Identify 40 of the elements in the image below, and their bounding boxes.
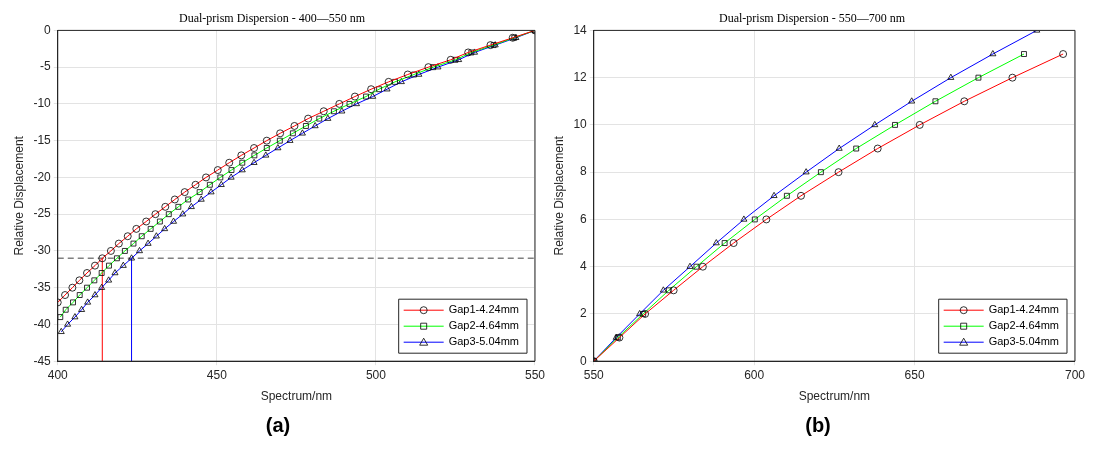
y-tick-label: -5	[40, 59, 52, 74]
x-tick-label: 400	[47, 367, 69, 382]
y-axis-title: Relative Displacement	[11, 135, 26, 256]
text: (b)	[805, 414, 831, 437]
legend-label: Gap1-4.24mm	[988, 303, 1059, 316]
legend-label: Gap3-5.04mm	[448, 335, 519, 348]
y-tick-label: -30	[33, 243, 52, 258]
text: (a)	[265, 414, 291, 437]
y-tick-label: 12	[573, 69, 588, 84]
x-tick-label: 450	[206, 367, 228, 382]
x-tick-label: 550	[524, 367, 546, 382]
y-tick-label: 8	[580, 164, 588, 179]
y-tick-label: 2	[580, 306, 588, 321]
y-tick-label: 6	[580, 211, 588, 226]
x-tick-label: 600	[744, 367, 765, 382]
x-axis-title: Spectrum/nm	[798, 389, 871, 404]
y-axis-title: Relative Displacement	[551, 135, 566, 256]
x-axis-title: Spectrum/nm	[260, 389, 333, 404]
y-tick-label: -25	[33, 206, 52, 221]
legend-label: Gap2-4.64mm	[448, 319, 519, 332]
chart-title: Dual-prism Dispersion - 550—700 nm	[719, 11, 906, 26]
x-tick-label: 500	[365, 367, 387, 382]
y-tick-label: -40	[33, 316, 52, 331]
y-tick-label: -20	[33, 169, 52, 184]
legend-label: Gap3-5.04mm	[988, 335, 1059, 348]
chart-title: Dual-prism Dispersion - 400—550 nm	[179, 11, 366, 26]
y-tick-label: -15	[33, 132, 52, 147]
x-tick-label: 550	[583, 367, 605, 382]
legend-label: Gap2-4.64mm	[988, 319, 1059, 332]
y-tick-label: -10	[33, 96, 52, 111]
y-tick-label: 4	[580, 259, 588, 273]
y-tick-label: 0	[580, 353, 588, 368]
x-tick-label: 700	[1064, 367, 1086, 382]
y-tick-label: 14	[573, 22, 588, 37]
y-tick-label: -35	[33, 280, 52, 294]
x-tick-label: 650	[904, 367, 925, 382]
y-tick-label: -45	[33, 353, 52, 368]
y-tick-label: 10	[573, 117, 588, 132]
legend-label: Gap1-4.24mm	[448, 303, 519, 316]
y-tick-label: 0	[44, 22, 52, 37]
